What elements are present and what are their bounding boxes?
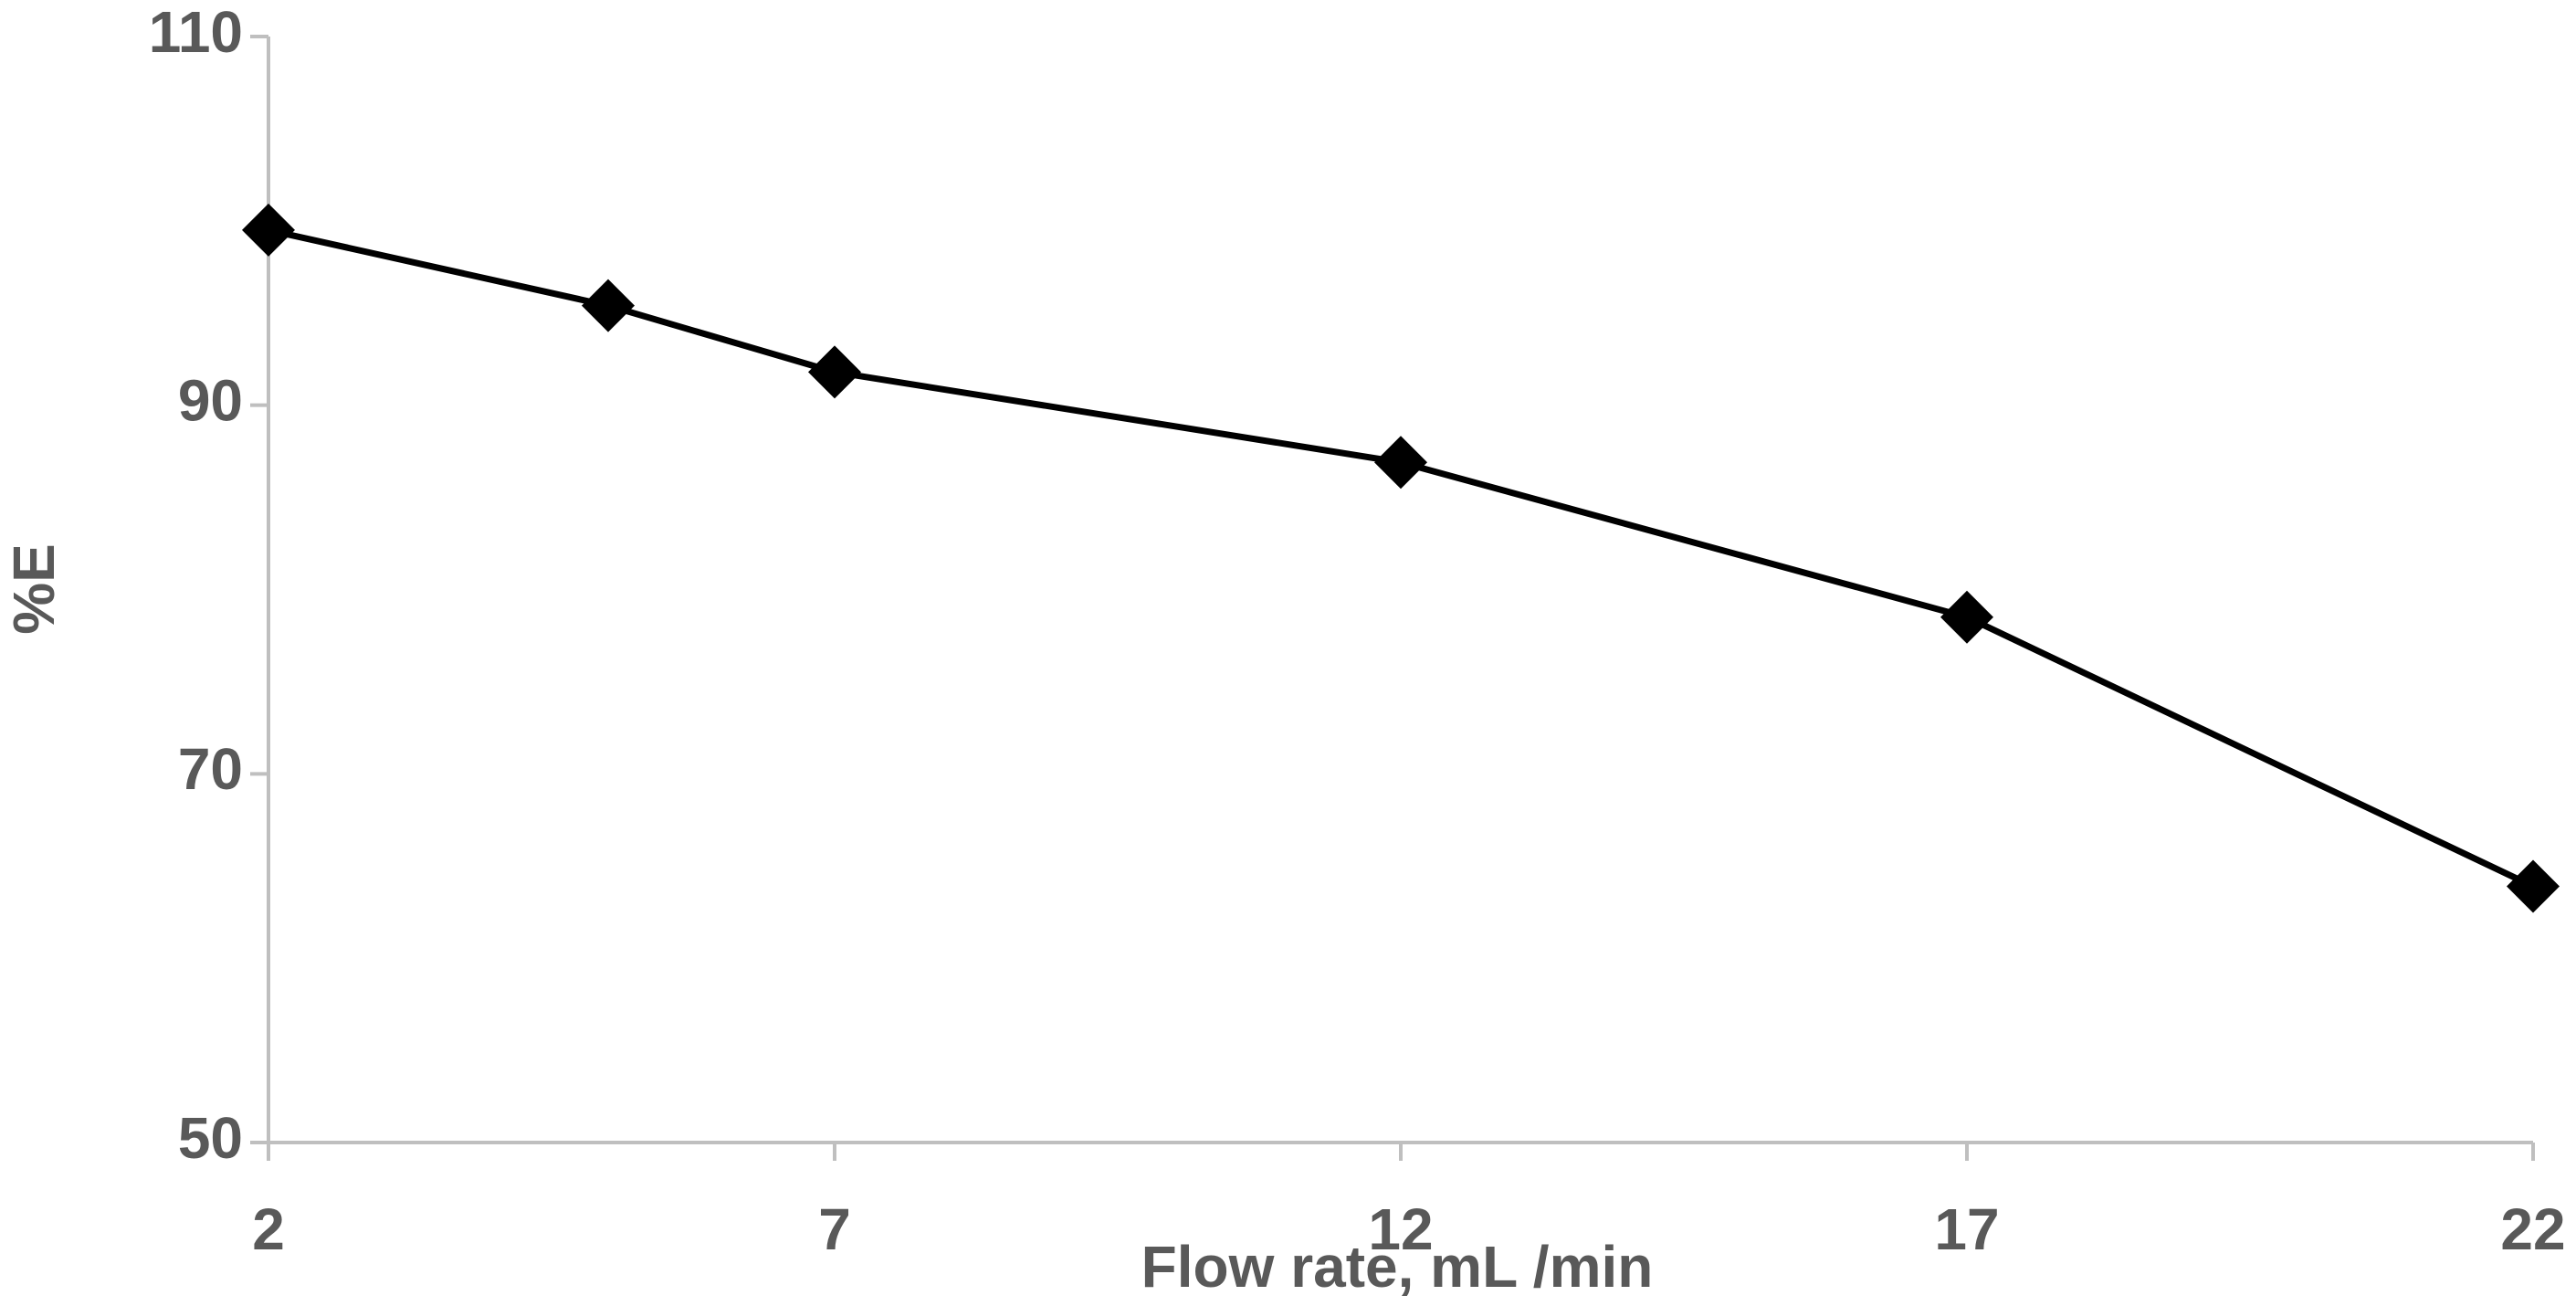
x-tick-label: 17 bbox=[1934, 1196, 1999, 1262]
x-axis-title: Flow rate, mL /min bbox=[1141, 1234, 1654, 1300]
x-tick-label: 2 bbox=[252, 1196, 285, 1262]
marker bbox=[808, 345, 861, 399]
y-tick-label: 90 bbox=[178, 368, 243, 434]
y-tick-label: 70 bbox=[178, 736, 243, 802]
marker bbox=[242, 203, 295, 257]
marker bbox=[1940, 590, 1993, 644]
y-tick-label: 50 bbox=[178, 1105, 243, 1171]
x-tick-label: 7 bbox=[818, 1196, 851, 1262]
marker bbox=[1374, 436, 1427, 490]
x-tick-label: 22 bbox=[2500, 1196, 2565, 1262]
marker bbox=[582, 279, 635, 332]
y-tick-label: 110 bbox=[149, 0, 243, 65]
x-tick-label: 12 bbox=[1368, 1196, 1433, 1262]
marker bbox=[2507, 859, 2560, 913]
data-line bbox=[268, 226, 2535, 890]
y-axis-title: %E bbox=[1, 543, 67, 635]
